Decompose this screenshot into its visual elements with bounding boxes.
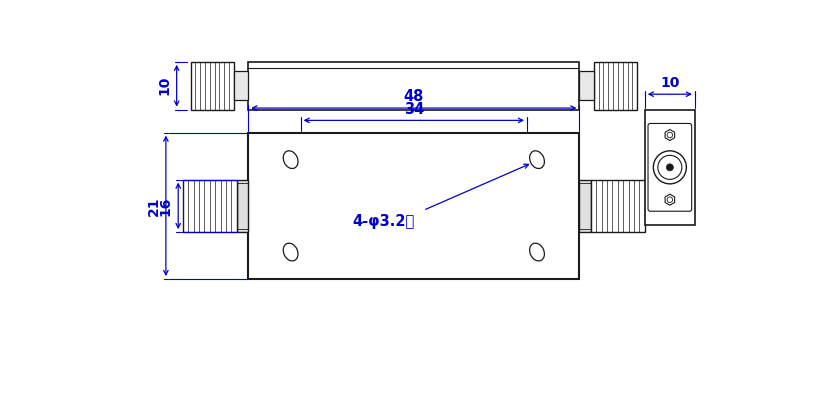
Bar (237, 180, 248, 232)
Circle shape (667, 132, 672, 138)
Bar (593, 62, 637, 110)
Text: 10: 10 (157, 76, 171, 96)
Ellipse shape (283, 243, 298, 261)
FancyBboxPatch shape (648, 124, 691, 211)
Bar (191, 62, 234, 110)
Circle shape (667, 197, 672, 202)
Bar (591, 180, 645, 232)
Bar (579, 72, 593, 100)
Bar (234, 72, 248, 100)
Bar (248, 133, 579, 279)
Text: 48: 48 (403, 89, 424, 104)
Bar (248, 62, 579, 110)
Ellipse shape (530, 151, 544, 168)
Ellipse shape (283, 151, 298, 168)
Text: 4-φ3.2通: 4-φ3.2通 (352, 214, 414, 229)
Text: 10: 10 (660, 76, 680, 90)
Bar (579, 180, 591, 232)
Bar (183, 180, 237, 232)
Text: 34: 34 (403, 102, 424, 116)
Circle shape (658, 155, 682, 179)
Text: 21: 21 (147, 196, 160, 216)
Bar (645, 110, 695, 225)
Text: 16: 16 (159, 196, 173, 216)
Circle shape (653, 151, 686, 184)
Circle shape (666, 164, 673, 171)
Ellipse shape (530, 243, 544, 261)
